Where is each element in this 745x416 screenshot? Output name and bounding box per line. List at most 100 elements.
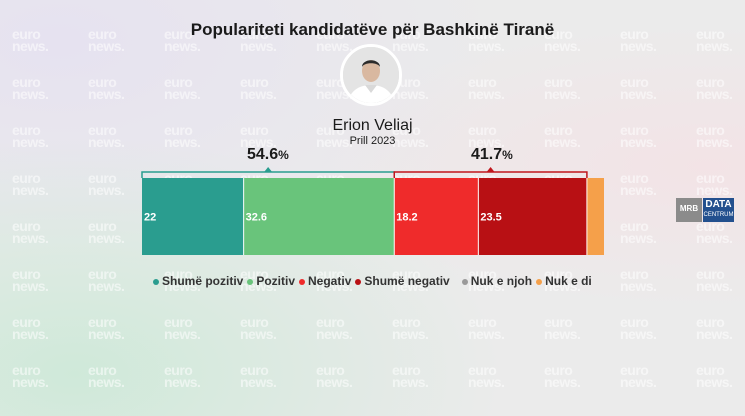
positive-total-value: 54.6 [247, 146, 279, 163]
negative-total-value: 41.7 [471, 146, 503, 163]
brand-logo-title: DATA [705, 199, 732, 210]
legend-item: Nuk e njoh [461, 274, 533, 288]
legend-swatch [355, 278, 362, 285]
negative-bracket [393, 171, 588, 178]
legend-item: Pozitiv [247, 274, 295, 288]
negative-total: 41.7% [471, 146, 513, 164]
legend-swatch [536, 278, 543, 285]
chart-title: Populariteti kandidatëve për Bashkinë Ti… [190, 20, 555, 39]
bar-segment-5 [586, 178, 604, 255]
legend-label: Nuk e njoh [470, 274, 533, 288]
legend-item: Nuk e di [536, 274, 592, 288]
brand-logo: MRB DATA CENTRUM [676, 198, 734, 222]
candidate-portrait-icon [343, 47, 399, 103]
bar-segment-0 [142, 178, 244, 255]
negative-bracket-marker [486, 167, 495, 172]
legend-label: Shumë negativ [364, 274, 450, 288]
legend-swatch [299, 278, 306, 285]
positive-total: 54.6% [247, 146, 289, 164]
legend-label: Pozitiv [256, 274, 296, 288]
chart-legend: Shumë pozitiv Pozitiv Negativ Shumë negativ… [153, 274, 596, 288]
legend-label: Nuk e di [545, 274, 592, 288]
brand-logo-left: MRB [676, 198, 702, 222]
negative-total-unit: % [502, 148, 513, 162]
legend-item: Shumë negativ [355, 274, 450, 288]
legend-label: Negativ [308, 274, 352, 288]
bar-segment-1 [243, 178, 395, 255]
bar-value-label: 22 [144, 212, 156, 224]
brand-logo-right: DATA CENTRUM [703, 198, 734, 222]
brand-logo-subtitle: CENTRUM [703, 212, 734, 218]
legend-item: Shumë pozitiv [153, 274, 243, 288]
candidate-name: Erion Veliaj [332, 117, 413, 134]
legend-swatch [247, 278, 254, 285]
candidate-date: Prill 2023 [349, 135, 396, 147]
bar-value-label: 32.6 [246, 212, 267, 224]
legend-swatch [461, 278, 468, 285]
bar-segment-3 [478, 178, 587, 255]
bar-segment-2 [394, 178, 479, 255]
legend-label: Shumë pozitiv [162, 274, 244, 288]
positive-bracket-marker [264, 167, 273, 172]
